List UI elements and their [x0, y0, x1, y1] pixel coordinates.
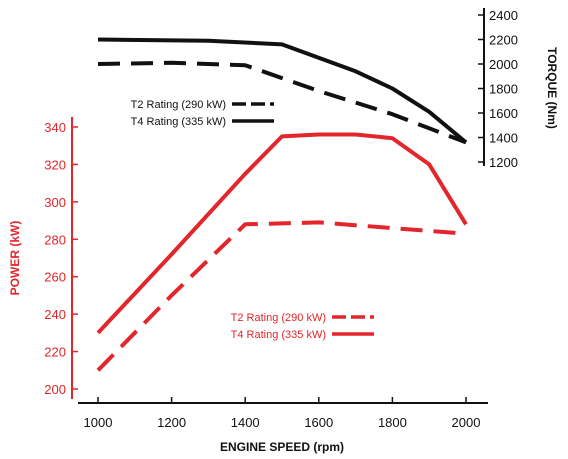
power-tick-label: 240 [44, 307, 66, 322]
speed-tick-label: 1200 [157, 415, 186, 430]
torque-tick-label: 1200 [489, 155, 518, 170]
speed-tick-label: 1400 [231, 415, 260, 430]
speed-tick-label: 1600 [304, 415, 333, 430]
torque-tick-label: 1800 [489, 82, 518, 97]
torque-series-t2-line [97, 60, 467, 145]
power-tick-label: 220 [44, 345, 66, 360]
speed-tick-label: 1800 [378, 415, 407, 430]
torque-tick-label: 1400 [489, 131, 518, 146]
power-tick-label: 260 [44, 270, 66, 285]
torque-tick-label: 1600 [489, 106, 518, 121]
power-tick-label: 320 [44, 157, 66, 172]
torque-legend-label: T2 Rating (290 kW) [131, 99, 226, 111]
power-legend-label: T4 Rating (335 kW) [231, 329, 326, 341]
speed-axis-title: ENGINE SPEED (rpm) [220, 440, 344, 454]
power-axis-title: POWER (kW) [8, 221, 22, 296]
torque-legend-label: T4 Rating (335 kW) [131, 116, 226, 128]
power-tick-label: 340 [44, 120, 66, 135]
power-legend-label: T2 Rating (290 kW) [231, 312, 326, 324]
torque-axis-title: TORQUE (Nm) [545, 47, 559, 129]
power-tick-label: 300 [44, 195, 66, 210]
power-series-t4-line [96, 132, 468, 335]
torque-tick-label: 2200 [489, 33, 518, 48]
torque-tick-label: 2000 [489, 57, 518, 72]
torque-series-t4-line [97, 37, 468, 144]
speed-tick-label: 1000 [84, 415, 113, 430]
speed-tick-label: 2000 [452, 415, 481, 430]
torque-tick-label: 2400 [489, 8, 518, 23]
power-tick-label: 200 [44, 382, 66, 397]
power-series-t2-line [96, 220, 467, 372]
power-tick-label: 280 [44, 232, 66, 247]
